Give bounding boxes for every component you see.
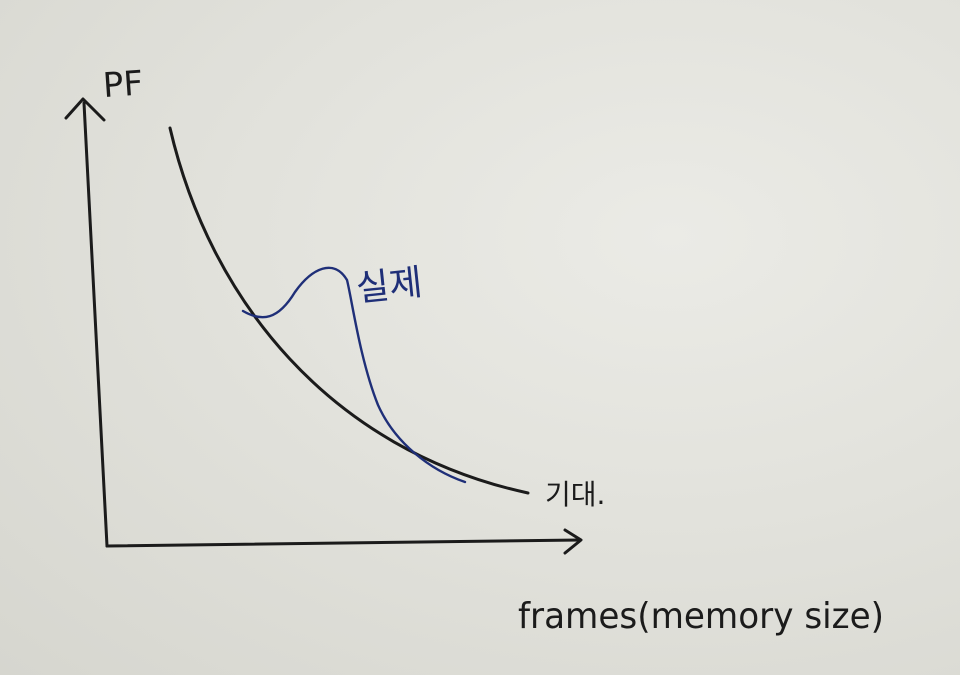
expected-curve-label: 기대.: [545, 478, 605, 511]
actual-curve-label: 실제: [354, 262, 424, 310]
y-axis-arrowhead: [64, 97, 106, 122]
y-axis: [82, 101, 109, 548]
x-axis-label: frames(memory size): [518, 596, 884, 637]
x-axis-arrowhead: [563, 528, 583, 555]
expected-curve: [168, 126, 530, 495]
x-axis: [105, 538, 582, 548]
actual-curve: [241, 266, 467, 484]
y-axis-label: PF: [102, 63, 145, 106]
